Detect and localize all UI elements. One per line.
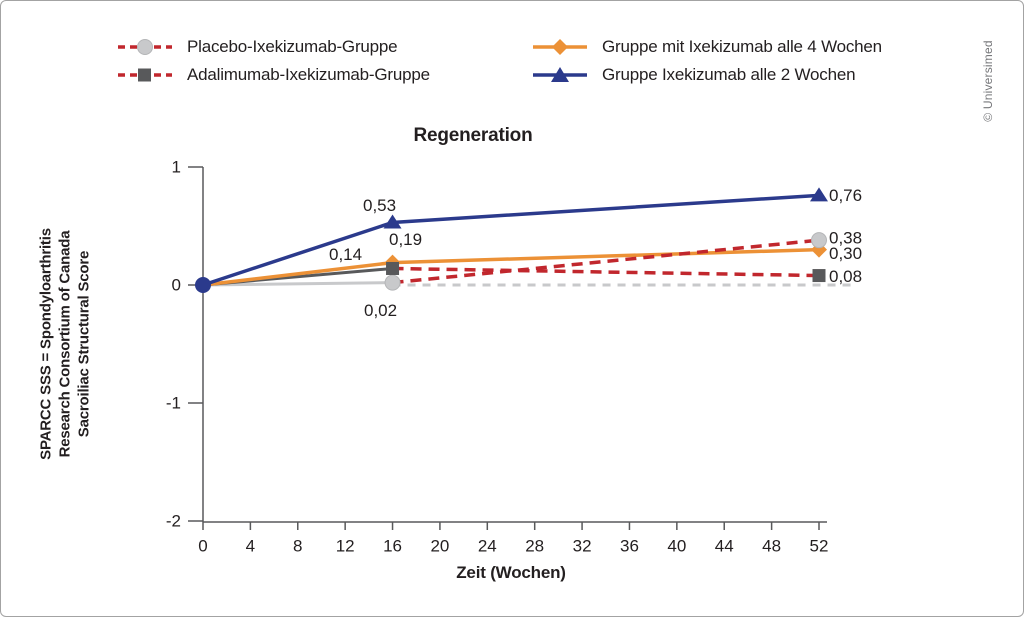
x-axis-tick-label: 36 (620, 537, 639, 556)
x-axis-tick-label: 48 (762, 537, 781, 556)
chart-title: Regeneration (413, 125, 533, 146)
legend-item-placebo-ixekizumab: Placebo-Ixekizumab-Gruppe (116, 36, 398, 58)
legend-item-adalimumab-ixekizumab: Adalimumab-Ixekizumab-Gruppe (116, 64, 430, 86)
legend-swatch-blue-triangle (533, 67, 587, 82)
legend-swatch-dashed-circle (118, 39, 172, 55)
x-axis-title: Zeit (Wochen) (456, 563, 566, 582)
y-axis-tick-label: -1 (166, 394, 181, 413)
series-marker-circle (384, 274, 401, 291)
y-axis-tick-label: -2 (166, 512, 181, 531)
origin-marker (195, 277, 211, 293)
series-marker-circle (811, 232, 827, 249)
point-label-0,08: 0,08 (829, 267, 862, 286)
x-axis-tick-label: 24 (478, 537, 497, 556)
legend-swatch-orange-diamond (533, 39, 587, 55)
point-label-0,14: 0,14 (329, 245, 362, 264)
legend-label-ixekizumab-2-wochen: Gruppe Ixekizumab alle 2 Wochen (602, 65, 856, 84)
legend-marker-triangle (551, 67, 569, 82)
point-label-0,53: 0,53 (363, 196, 396, 215)
series-line-1-dashed (392, 266, 820, 278)
x-axis-tick-label: 44 (715, 537, 734, 556)
legend-marker-square (138, 68, 151, 82)
x-axis-tick-label: 40 (667, 537, 686, 556)
x-axis-tick-label: 32 (573, 537, 592, 556)
point-label-0,02: 0,02 (364, 301, 397, 320)
legend-label-adalimumab-ixekizumab: Adalimumab-Ixekizumab-Gruppe (187, 65, 430, 84)
legend-item-ixekizumab-2-wochen: Gruppe Ixekizumab alle 2 Wochen (531, 64, 856, 86)
x-axis-tick-label: 28 (525, 537, 544, 556)
x-axis-tick-label: 0 (198, 537, 207, 556)
point-label-0,38: 0,38 (829, 229, 862, 248)
y-axis-tick-label: 0 (172, 276, 181, 295)
x-axis-tick-label: 4 (246, 537, 255, 556)
legend-swatch-dashed-square (118, 68, 172, 82)
point-label-0,30: 0,30 (829, 244, 862, 263)
point-label-0,76: 0,76 (829, 186, 862, 205)
legend-marker-circle (137, 39, 153, 55)
legend-label-placebo-ixekizumab: Placebo-Ixekizumab-Gruppe (187, 37, 398, 56)
series-marker-square (386, 261, 400, 275)
series-marker-square (812, 269, 826, 283)
x-axis-tick-label: 8 (293, 537, 302, 556)
series-marker-triangle (810, 187, 828, 202)
legend-marker-diamond (552, 39, 568, 55)
legend-label-ixekizumab-4-wochen: Gruppe mit Ixekizumab alle 4 Wochen (602, 37, 882, 56)
y-axis-tick-label: 1 (172, 158, 181, 177)
x-axis-tick-label: 20 (430, 537, 449, 556)
x-axis-tick-label: 16 (383, 537, 402, 556)
x-axis-tick-label: 52 (810, 537, 829, 556)
series-line-0-solid (202, 281, 393, 287)
x-axis-tick-label: 12 (336, 537, 355, 556)
series-marker-triangle (383, 214, 402, 229)
legend-item-ixekizumab-4-wochen: Gruppe mit Ixekizumab alle 4 Wochen (531, 36, 882, 58)
point-label-0,19: 0,19 (389, 230, 422, 249)
